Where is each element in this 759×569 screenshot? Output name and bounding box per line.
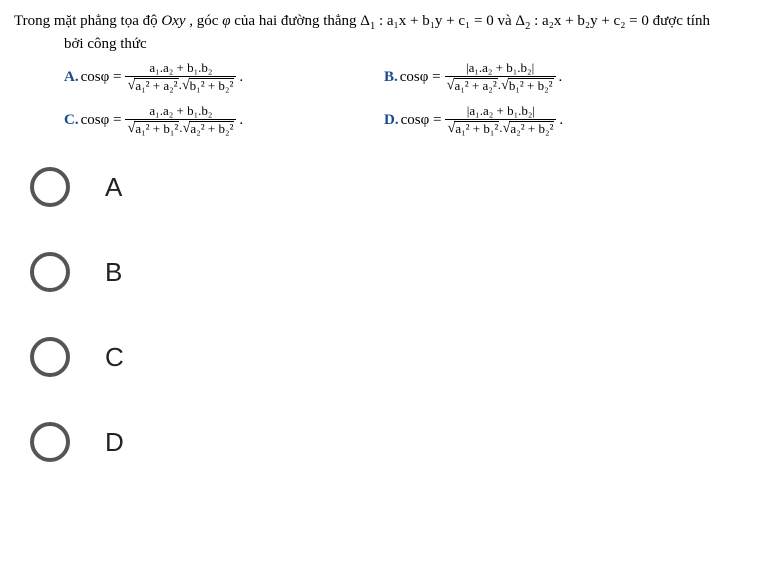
answers-area: A B C D [30,167,759,462]
option-letter-D: D. [384,112,399,129]
answer-label-D: D [105,427,124,458]
numerator: a₁.a₂ + b₁.b₂ [147,61,214,76]
answer-label-C: C [105,342,124,373]
question-line-2: bởi công thức [64,33,745,56]
question-text: được tính [653,13,710,29]
formula-A: a₁.a₂ + b₁.b₂ a₁² + a₂².b₁² + b₂² [125,61,236,94]
eq1: : a₁x + b₁y + c₁ = 0 [375,13,497,29]
formula-B: a₁.a₂ + b₁.b₂ a₁² + a₂².b₁² + b₂² [445,61,556,94]
radio-icon[interactable] [30,167,70,207]
period: . [239,69,243,86]
period: . [559,69,563,86]
option-row-2: C. cosφ = a₁.a₂ + b₁.b₂ a₁² + b₁².a₂² + … [64,104,745,137]
option-A: A. cosφ = a₁.a₂ + b₁.b₂ a₁² + a₂².b₁² + … [64,61,384,94]
denominator: a₁² + b₁².a₂² + b₂² [445,119,556,137]
period: . [559,112,563,129]
radio-icon[interactable] [30,252,70,292]
cos-prefix: cosφ = [401,112,442,129]
question-text: Trong mặt phẳng tọa độ [14,13,161,29]
plane-name: Oxy [161,13,185,29]
cos-prefix: cosφ = [81,112,122,129]
option-B: B. cosφ = a₁.a₂ + b₁.b₂ a₁² + a₂².b₁² + … [384,61,704,94]
answer-label-A: A [105,172,122,203]
answer-choice-A[interactable]: A [30,167,759,207]
denominator: a₁² + a₂².b₁² + b₂² [125,76,236,94]
delta2: Δ2 [515,13,530,29]
eq2: : a₂x + b₂y + c₂ = 0 [530,13,652,29]
formula-C: a₁.a₂ + b₁.b₂ a₁² + b₁².a₂² + b₂² [125,104,236,137]
cos-prefix: cosφ = [81,69,122,86]
option-letter-A: A. [64,69,79,86]
option-D: D. cosφ = a₁.a₂ + b₁.b₂ a₁² + b₁².a₂² + … [384,104,704,137]
radio-icon[interactable] [30,337,70,377]
question-text: bởi công thức [64,36,147,52]
formula-options: A. cosφ = a₁.a₂ + b₁.b₂ a₁² + a₂².b₁² + … [64,61,745,137]
formula-D: a₁.a₂ + b₁.b₂ a₁² + b₁².a₂² + b₂² [445,104,556,137]
option-row-1: A. cosφ = a₁.a₂ + b₁.b₂ a₁² + a₂².b₁² + … [64,61,745,94]
question-line-1: Trong mặt phẳng tọa độ Oxy , góc φ của h… [14,10,745,33]
option-letter-C: C. [64,112,79,129]
answer-label-B: B [105,257,122,288]
va: và [498,13,516,29]
period: . [239,112,243,129]
answer-choice-B[interactable]: B [30,252,759,292]
numerator: a₁.a₂ + b₁.b₂ [147,104,214,119]
delta1: Δ1 [360,13,375,29]
question-area: Trong mặt phẳng tọa độ Oxy , góc φ của h… [0,0,759,137]
denominator: a₁² + b₁².a₂² + b₂² [125,119,236,137]
question-text: , góc [186,13,223,29]
numerator: a₁.a₂ + b₁.b₂ [465,104,537,119]
denominator: a₁² + a₂².b₁² + b₂² [445,76,556,94]
question-text: của hai đường thẳng [231,13,361,29]
answer-choice-C[interactable]: C [30,337,759,377]
option-C: C. cosφ = a₁.a₂ + b₁.b₂ a₁² + b₁².a₂² + … [64,104,384,137]
numerator: a₁.a₂ + b₁.b₂ [464,61,536,76]
radio-icon[interactable] [30,422,70,462]
answer-choice-D[interactable]: D [30,422,759,462]
option-letter-B: B. [384,69,398,86]
cos-prefix: cosφ = [400,69,441,86]
angle-symbol: φ [222,13,230,29]
